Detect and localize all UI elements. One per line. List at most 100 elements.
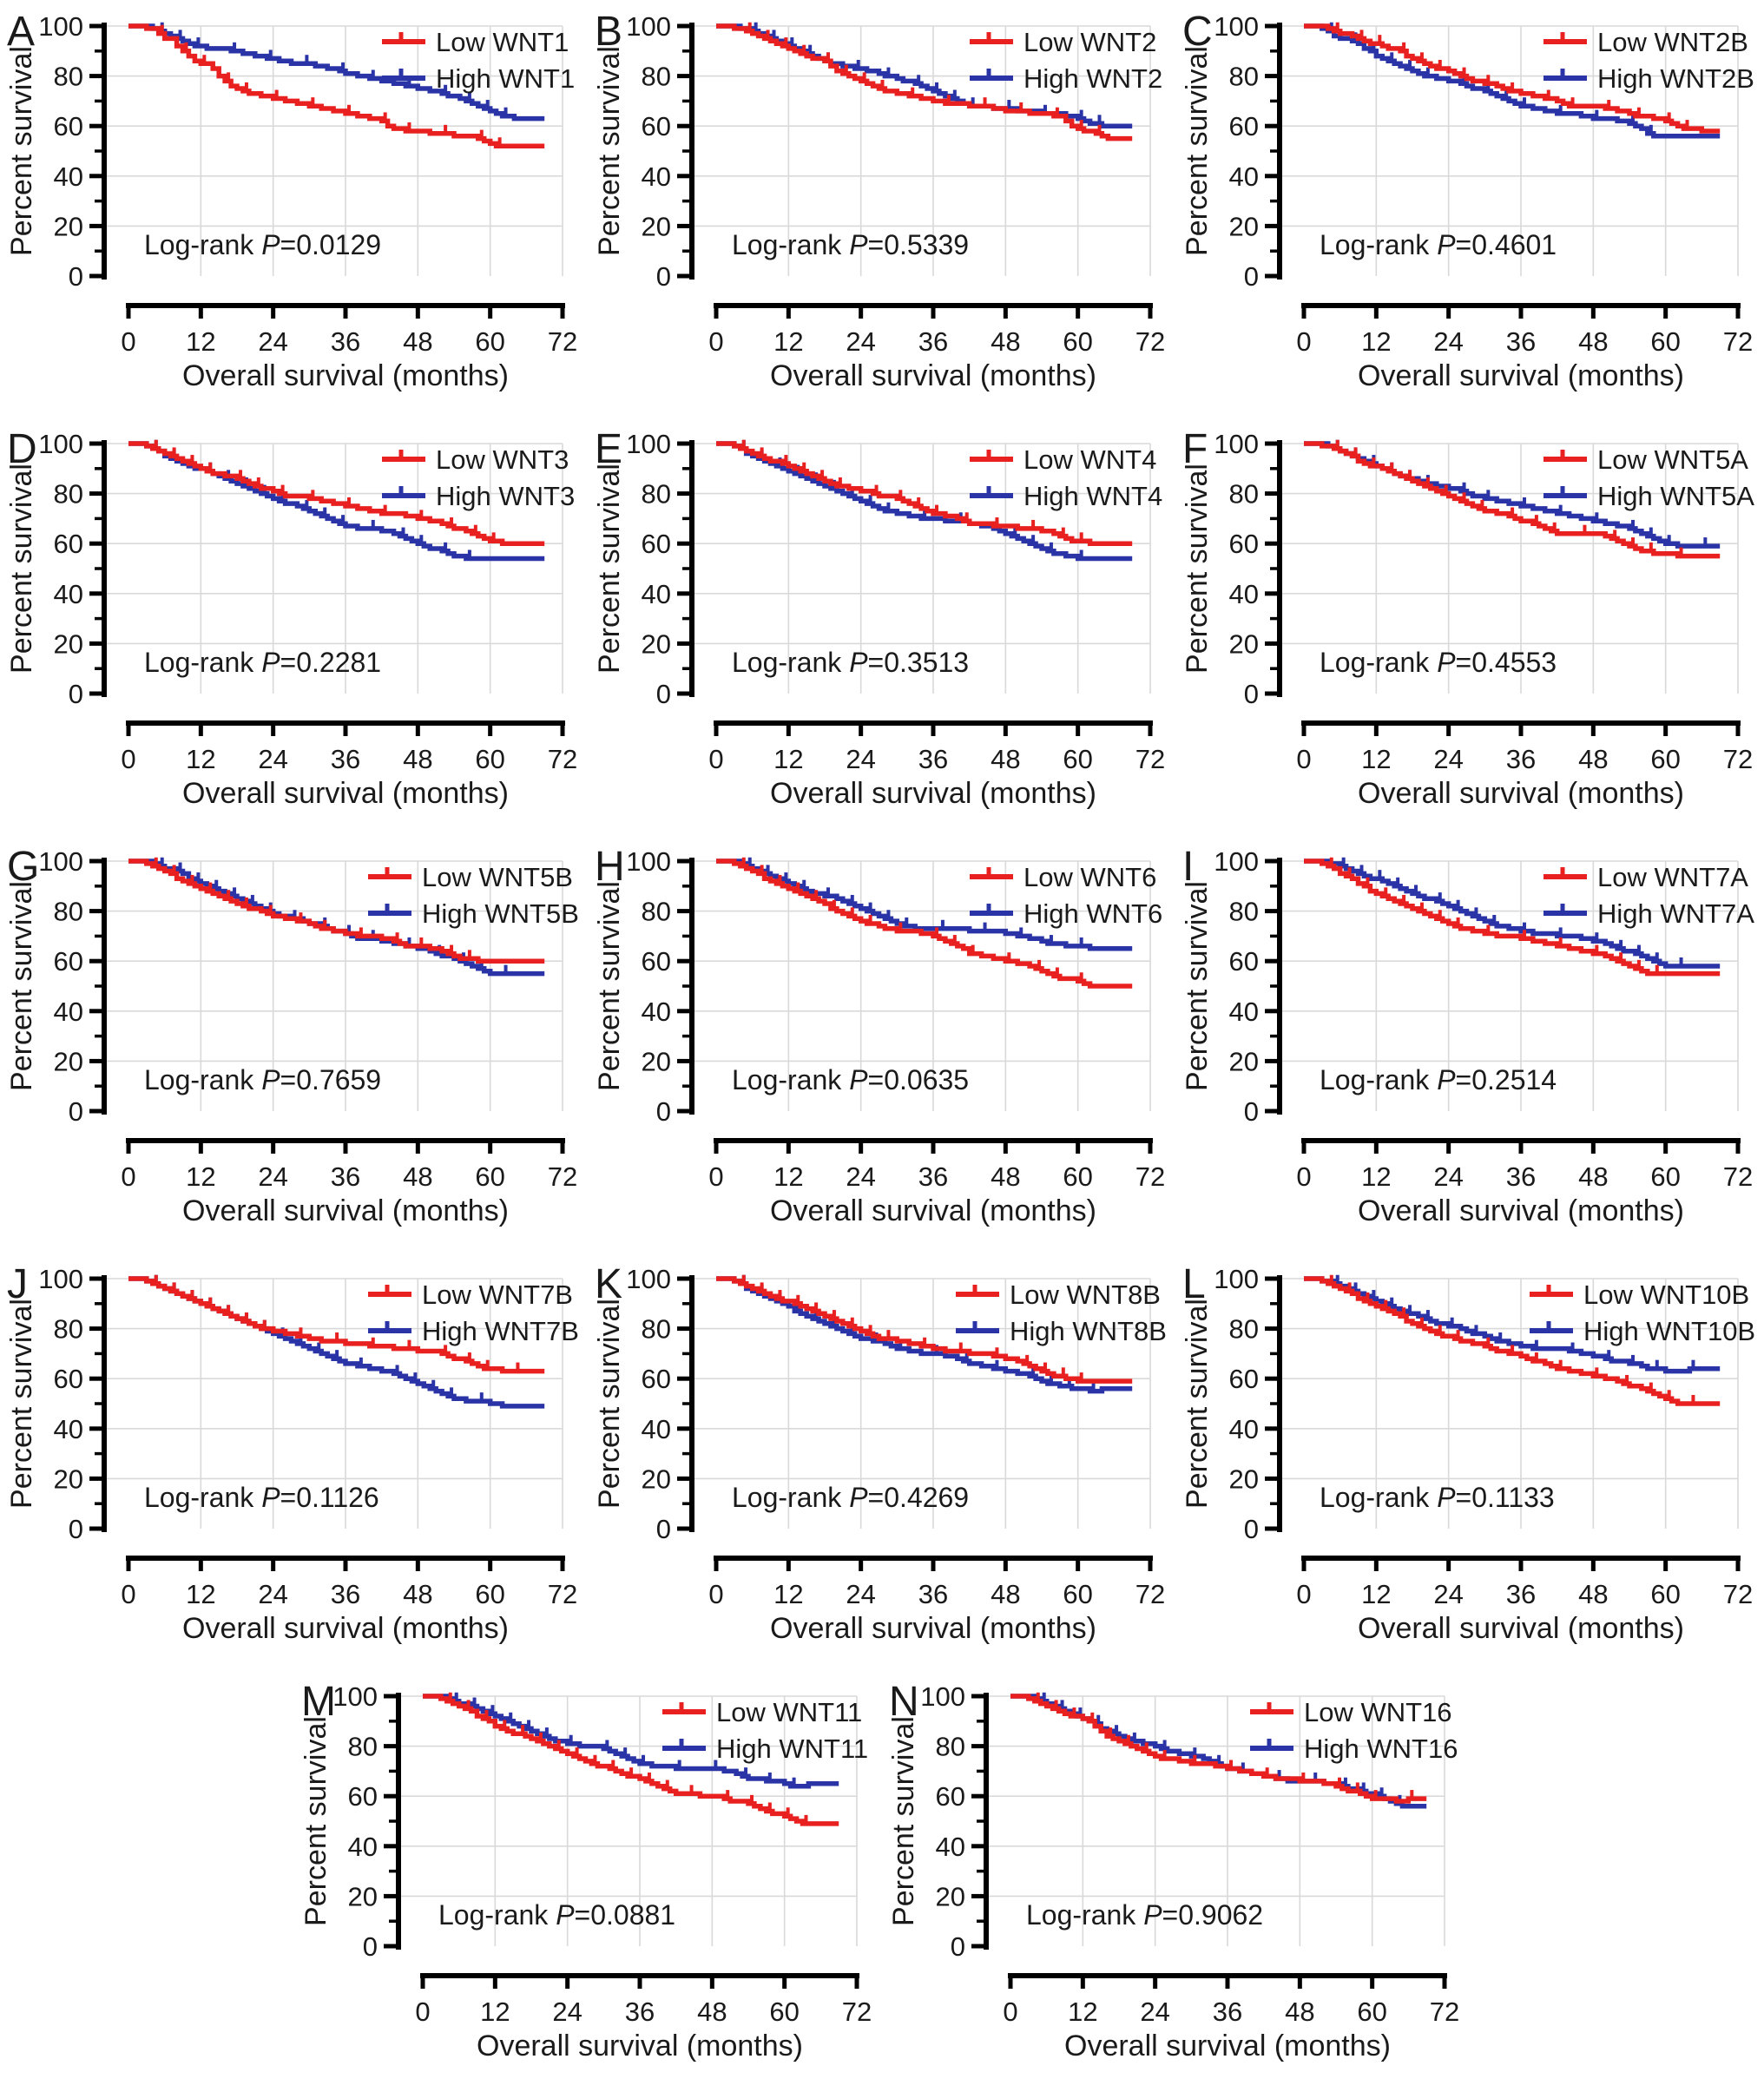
- x-tick-label: 72: [548, 744, 577, 774]
- y-tick-label: 100: [332, 1681, 378, 1712]
- y-axis: [1265, 858, 1282, 1115]
- legend-low: Low WNT8B: [956, 1280, 1161, 1310]
- x-tick-label: 36: [1213, 1997, 1242, 2027]
- logrank-p-text: Log-rank P=0.4553: [1320, 647, 1557, 678]
- y-tick-label: 60: [1229, 529, 1259, 559]
- km-panel-K: K 0 20 40 60 80 100 Percent survival 0 12 24 36 48 60…: [588, 1253, 1175, 1670]
- censor-ticks: [1335, 22, 1689, 128]
- y-axis-title: Percent survival: [887, 1716, 920, 1926]
- x-tick-label: 48: [1578, 326, 1608, 357]
- y-tick-label: 60: [642, 946, 671, 977]
- km-curve-low-wnt10b: [1304, 1276, 1721, 1406]
- logrank-p-text: Log-rank P=0.5339: [732, 229, 969, 260]
- legend-label: High WNT2B: [1597, 63, 1754, 94]
- x-tick-label: 48: [991, 326, 1020, 357]
- y-axis-title: Percent survival: [593, 464, 626, 674]
- legend-label: Low WNT7B: [422, 1280, 573, 1310]
- x-tick-label: 60: [1063, 1161, 1092, 1192]
- y-axis: [1265, 1275, 1282, 1532]
- y-tick-label: 60: [642, 1364, 671, 1394]
- gridlines: [694, 443, 1151, 694]
- y-axis-title: Percent survival: [299, 1716, 332, 1926]
- x-tick-label: 0: [708, 744, 723, 774]
- legend-label: Low WNT10B: [1583, 1280, 1749, 1310]
- censor-ticks: [741, 439, 1083, 540]
- x-axis: [714, 303, 1153, 319]
- legend-low: Low WNT2: [970, 27, 1156, 57]
- y-tick-label: 20: [54, 211, 83, 241]
- y-tick-label: 20: [1229, 211, 1259, 241]
- x-axis: [1301, 720, 1741, 736]
- x-tick-label: 48: [403, 1161, 432, 1192]
- km-panel-H: H 0 20 40 60 80 100 Percent survival 0 12 24 36 48 60…: [588, 835, 1175, 1253]
- y-axis: [677, 23, 694, 280]
- y-axis-title: Percent survival: [5, 881, 38, 1091]
- legend-label: High WNT8B: [1010, 1316, 1167, 1346]
- km-curve-high-wnt6: [716, 859, 1133, 951]
- x-tick-label: 36: [918, 1579, 948, 1609]
- gridlines: [107, 443, 563, 694]
- x-tick-label: 36: [918, 1161, 948, 1192]
- y-tick-label: 20: [642, 1464, 671, 1494]
- y-tick-label: 60: [1229, 111, 1259, 141]
- x-tick-label: 36: [1506, 1161, 1536, 1192]
- x-tick-label: 72: [1723, 1161, 1753, 1192]
- gridlines: [401, 1695, 858, 1946]
- y-tick-label: 100: [38, 429, 83, 459]
- x-tick-label: 72: [1135, 1579, 1165, 1609]
- legend-label: High WNT4: [1024, 481, 1162, 511]
- x-axis-title: Overall survival (months): [182, 1194, 509, 1227]
- legend-label: High WNT7B: [422, 1316, 579, 1346]
- y-tick-label: 100: [626, 846, 671, 877]
- x-tick-label: 60: [1063, 744, 1092, 774]
- legend-high: High WNT7B: [368, 1316, 579, 1346]
- logrank-p-text: Log-rank P=0.3513: [732, 647, 969, 678]
- gridlines: [1282, 25, 1739, 276]
- y-tick-label: 40: [1229, 161, 1259, 192]
- x-tick-label: 0: [121, 326, 135, 357]
- legend-high: High WNT1: [382, 63, 575, 94]
- legend-high: High WNT4: [970, 481, 1162, 511]
- y-tick-label: 40: [54, 161, 83, 192]
- y-tick-label: 0: [951, 1931, 965, 1962]
- x-tick-label: 24: [1433, 1161, 1463, 1192]
- y-tick-label: 40: [54, 1414, 83, 1444]
- legend-high: High WNT2: [970, 63, 1162, 94]
- y-tick-label: 80: [348, 1732, 378, 1762]
- x-tick-label: 12: [186, 1579, 215, 1609]
- x-tick-label: 60: [475, 1161, 504, 1192]
- y-tick-label: 60: [348, 1781, 378, 1812]
- x-tick-label: 36: [918, 326, 948, 357]
- x-tick-label: 72: [548, 326, 577, 357]
- censor-ticks: [741, 857, 1083, 980]
- x-tick-label: 36: [331, 326, 360, 357]
- y-tick-label: 80: [54, 897, 83, 927]
- km-panel-E: E 0 20 40 60 80 100 Percent survival 0 12 24 36 48 60…: [588, 418, 1175, 835]
- x-tick-label: 24: [846, 1161, 875, 1192]
- y-tick-label: 0: [656, 1096, 671, 1127]
- y-tick-label: 20: [642, 211, 671, 241]
- censor-ticks: [154, 1274, 520, 1370]
- x-tick-label: 24: [1140, 1997, 1169, 2027]
- legend-label: High WNT2: [1024, 63, 1162, 94]
- y-tick-label: 80: [54, 479, 83, 510]
- gridlines: [107, 860, 563, 1111]
- y-tick-label: 0: [1244, 261, 1259, 292]
- km-panel-F: F 0 20 40 60 80 100 Percent survival 0 12 24 36 48 60…: [1175, 418, 1763, 835]
- figure-row-5: M 0 20 40 60 80 100 Percent survival 0 12 24 36 48 60…: [0, 1670, 1764, 2088]
- panel-letter: C: [1182, 9, 1213, 55]
- x-axis-title: Overall survival (months): [1358, 777, 1684, 810]
- x-tick-label: 24: [846, 1579, 875, 1609]
- x-tick-label: 12: [773, 744, 803, 774]
- x-axis: [126, 303, 565, 319]
- legend-low: Low WNT7A: [1544, 862, 1748, 892]
- legend-low: Low WNT2B: [1544, 27, 1748, 57]
- legend-low: Low WNT11: [662, 1697, 862, 1727]
- legend-label: Low WNT3: [436, 444, 569, 475]
- x-tick-label: 12: [186, 326, 215, 357]
